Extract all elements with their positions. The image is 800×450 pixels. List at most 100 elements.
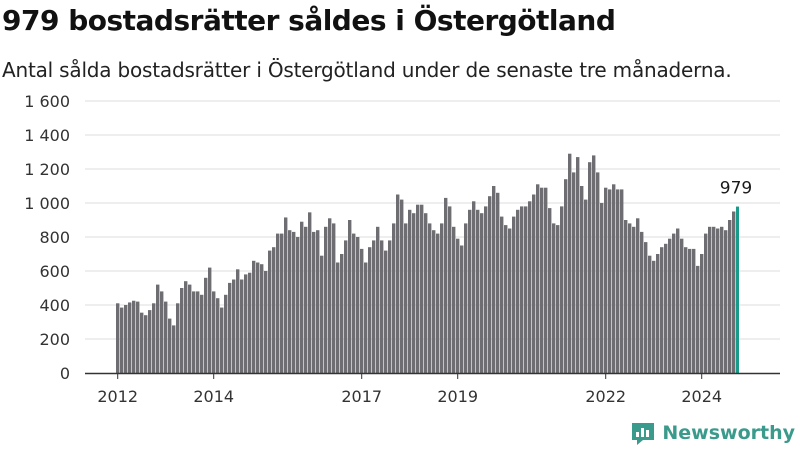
bar (464, 223, 468, 373)
bar (188, 284, 192, 373)
bar (396, 194, 400, 373)
bar (620, 189, 624, 373)
bar (712, 226, 716, 373)
bar (612, 184, 616, 373)
bar (680, 238, 684, 373)
bar (708, 226, 712, 373)
bar (368, 247, 372, 373)
bar (404, 223, 408, 373)
bars (116, 153, 739, 373)
bar (308, 212, 312, 373)
bar (556, 225, 560, 373)
bar (272, 247, 276, 373)
newsworthy-logo-icon (632, 423, 655, 445)
bar (412, 213, 416, 373)
bar (724, 230, 728, 373)
bar (316, 230, 320, 373)
bar (312, 231, 316, 373)
bar (212, 291, 216, 373)
bar (340, 254, 344, 373)
bar (332, 223, 336, 373)
bar (496, 192, 500, 373)
y-tick-label: 1 600 (24, 92, 70, 111)
bar (628, 223, 632, 373)
bar (480, 213, 484, 373)
bar (688, 248, 692, 373)
chart-title: 979 bostadsrätter såldes i Östergötland (2, 4, 616, 37)
bar (156, 284, 160, 373)
bar (152, 303, 156, 373)
bar (544, 187, 548, 373)
bar (160, 291, 164, 373)
bar (380, 240, 384, 373)
bar (652, 260, 656, 373)
bar (324, 226, 328, 373)
bar (384, 250, 388, 373)
bar (492, 186, 496, 373)
bar (232, 279, 236, 373)
bar (552, 223, 556, 373)
x-axis: 2012 2014 2017 2019 2022 2024 (85, 372, 780, 406)
bar (184, 281, 188, 373)
bar (432, 230, 436, 373)
bar (192, 291, 196, 373)
bar (376, 226, 380, 373)
bar (344, 240, 348, 373)
y-axis-labels: 0 200 400 600 800 1 000 1 200 1 400 1 600 (24, 92, 70, 383)
bar (288, 230, 292, 373)
bar (416, 204, 420, 373)
bar (676, 228, 680, 373)
bar (576, 157, 580, 373)
bar (448, 206, 452, 373)
bar (572, 172, 576, 373)
bar (504, 225, 508, 373)
brand-name: Newsworthy (662, 422, 795, 444)
bar (704, 233, 708, 373)
bar (240, 279, 244, 373)
bar (264, 271, 268, 373)
bar (532, 194, 536, 373)
bar (196, 291, 200, 373)
bar (452, 226, 456, 373)
bar (636, 218, 640, 373)
bar (664, 243, 668, 373)
bar (364, 262, 368, 373)
bar (720, 226, 724, 373)
bar (256, 262, 260, 373)
bar (728, 220, 732, 373)
bar (236, 269, 240, 373)
bar (372, 240, 376, 373)
bar (408, 209, 412, 373)
latest-value-label: 979 (720, 179, 752, 199)
bar (564, 179, 568, 373)
bar (596, 172, 600, 373)
bar (616, 189, 620, 373)
bar (280, 233, 284, 373)
bar (428, 223, 432, 373)
x-tick-label: 2012 (97, 387, 138, 406)
bar (168, 318, 172, 373)
bar (140, 312, 144, 373)
bar (500, 216, 504, 373)
bar (604, 187, 608, 373)
bar (520, 206, 524, 373)
bar (420, 204, 424, 373)
bar (424, 213, 428, 373)
bar (200, 294, 204, 373)
bar (216, 298, 220, 373)
bar (436, 233, 440, 373)
annotations: 979 (720, 179, 752, 199)
y-tick-label: 1 200 (24, 160, 70, 179)
y-tick-label: 400 (39, 296, 70, 315)
bar (716, 228, 720, 373)
bar (276, 233, 280, 373)
bar (668, 238, 672, 373)
bar (336, 262, 340, 373)
bar (732, 211, 736, 373)
bar (260, 264, 264, 373)
bar (600, 203, 604, 373)
bar (644, 242, 648, 373)
bar (456, 238, 460, 373)
bar (460, 245, 464, 373)
